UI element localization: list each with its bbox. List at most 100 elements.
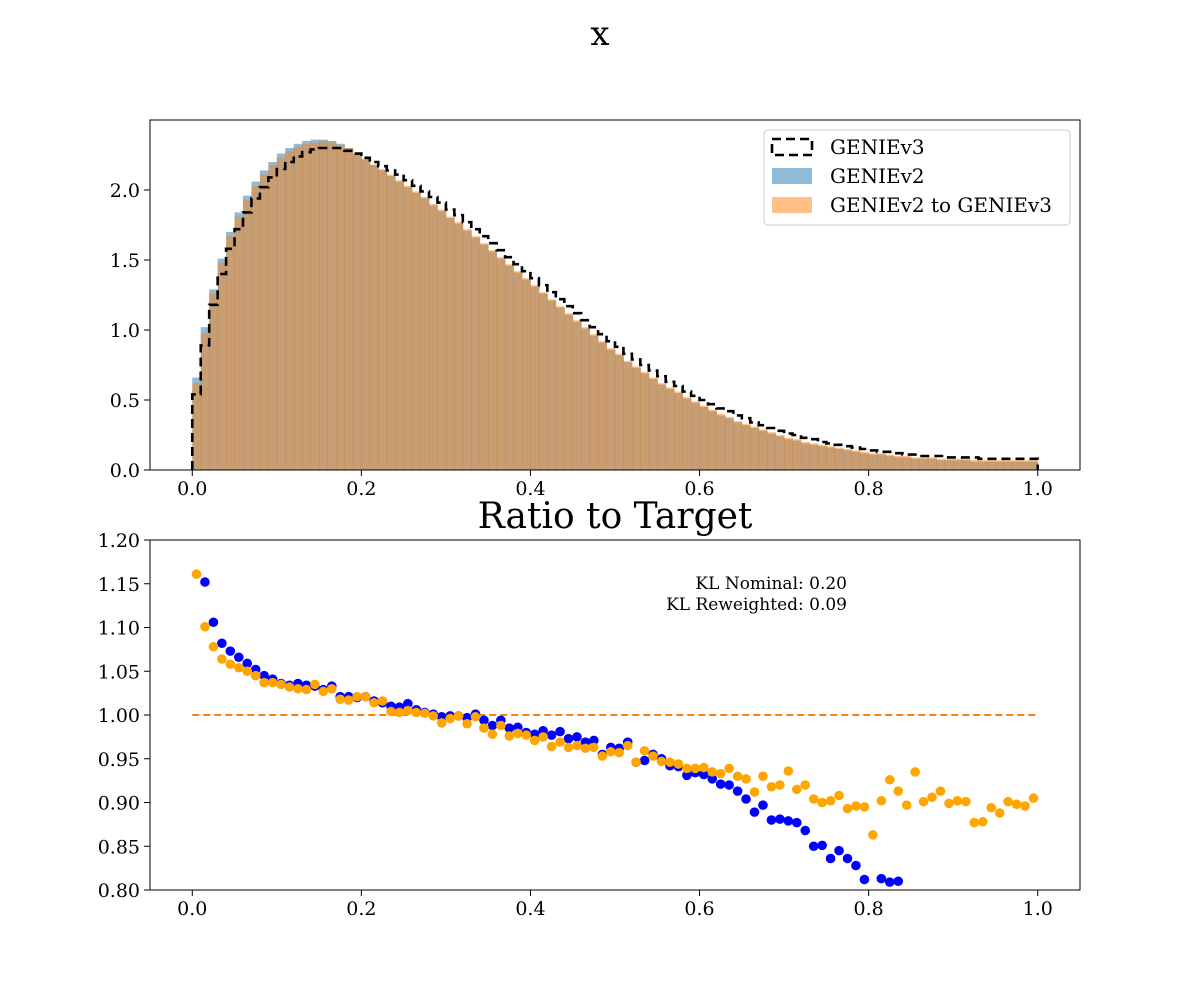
hist-bar: [319, 141, 328, 470]
legend-key-genie-v3: [770, 137, 814, 157]
nominal-ratio-point: [783, 816, 794, 826]
hist-bar: [412, 191, 421, 470]
hist-bar: [462, 229, 472, 470]
nominal-ratio-point: [259, 670, 269, 681]
hist-bar: [987, 460, 996, 470]
nominal-ratio-point: [775, 814, 785, 824]
hist-bar: [910, 457, 920, 470]
nominal-ratio-point: [825, 853, 836, 864]
reweighted-ratio-point: [453, 711, 464, 721]
nominal-ratio-point: [842, 853, 853, 864]
hist-bar: [234, 216, 244, 470]
hist-bar: [268, 164, 278, 471]
hist-bar: [488, 250, 498, 470]
ratio-series-1: [191, 569, 1039, 840]
nominal-ratio-point: [487, 720, 498, 731]
hist-bar: [572, 320, 582, 470]
reweighted-ratio-point: [715, 768, 726, 779]
reweighted-ratio-point: [724, 763, 734, 774]
hist-bar: [276, 157, 286, 471]
reweighted-ratio-point: [259, 677, 269, 688]
nominal-ratio-point: [876, 873, 887, 884]
y-tick-label: 0.80: [98, 880, 140, 902]
ratio-series-0: [200, 577, 904, 887]
reweighted-ratio-point: [191, 569, 202, 579]
reweighted-ratio-point: [555, 737, 565, 747]
hist-bar: [674, 391, 684, 470]
hist-bar: [420, 197, 430, 470]
hist-bar: [826, 446, 836, 470]
hist-bar: [894, 456, 903, 470]
y-tick-label: 1.10: [98, 618, 140, 640]
reweighted-ratio-point: [639, 746, 650, 756]
reweighted-ratio-point: [825, 795, 836, 806]
reweighted-ratio-point: [682, 763, 692, 774]
y-tick-label: 2.0: [110, 180, 140, 202]
nominal-ratio-point: [555, 726, 565, 737]
y-tick-label: 1.0: [110, 320, 140, 342]
reweighted-ratio-point: [208, 641, 219, 652]
x-tick-label: 0.0: [177, 898, 207, 920]
reweighted-ratio-point: [1028, 793, 1039, 803]
y-tick-label: 0.85: [98, 836, 140, 858]
reweighted-ratio-point: [436, 718, 447, 728]
reweighted-ratio-point: [267, 677, 278, 688]
hist-bar: [868, 453, 878, 470]
hist-bar: [682, 397, 692, 470]
hist-series-2: [192, 141, 1039, 471]
reweighted-ratio-point: [386, 706, 396, 717]
hist-bar: [784, 437, 793, 470]
reweighted-ratio-point: [293, 683, 303, 694]
reweighted-ratio-point: [851, 801, 861, 811]
hist-bar: [843, 449, 853, 470]
reweighted-ratio-point: [808, 794, 819, 804]
y-tick-label: 1.5: [110, 250, 140, 272]
nominal-ratio-point: [749, 807, 760, 817]
reweighted-ratio-point: [546, 741, 557, 752]
nominal-ratio-point: [741, 794, 751, 804]
reweighted-ratio-point: [1003, 796, 1013, 807]
hist-bar: [209, 293, 219, 470]
reweighted-ratio-point: [496, 720, 506, 731]
reweighted-ratio-point: [369, 697, 379, 708]
nominal-ratio-point: [893, 876, 904, 887]
hist-bar: [902, 456, 912, 470]
legend: GENIEv3 GENIEv2 GENIEv2 to GENIEv3: [763, 129, 1071, 226]
hist-bar: [741, 423, 751, 470]
x-tick-label: 1.0: [1023, 478, 1053, 500]
reweighted-ratio-point: [698, 762, 709, 773]
reweighted-ratio-point: [707, 767, 718, 777]
reweighted-ratio-point: [512, 728, 523, 739]
hist-bar: [395, 180, 405, 470]
hist-bar: [648, 377, 658, 470]
reweighted-ratio-point: [622, 740, 633, 751]
hist-bar: [555, 306, 565, 470]
reweighted-ratio-point: [572, 740, 582, 751]
reweighted-ratio-point: [648, 751, 658, 761]
reweighted-ratio-point: [614, 747, 625, 758]
y-tick-label: 1.05: [98, 661, 140, 683]
nominal-ratio-point: [589, 735, 599, 746]
hist-bar: [352, 153, 362, 470]
reweighted-ratio-point: [656, 756, 667, 767]
reweighted-ratio-point: [673, 759, 684, 769]
reweighted-ratio-point: [487, 729, 498, 740]
reweighted-ratio-point: [868, 830, 878, 840]
x-tick-label: 0.8: [854, 898, 884, 920]
nominal-ratio-point: [851, 860, 861, 871]
y-tick-label: 0.95: [98, 749, 140, 771]
hist-bar: [631, 366, 641, 470]
reweighted-ratio-point: [360, 691, 371, 702]
reweighted-ratio-point: [479, 723, 489, 733]
nominal-ratio-point: [225, 646, 236, 656]
reweighted-ratio-point: [217, 654, 227, 664]
reweighted-ratio-point: [935, 786, 946, 796]
hist-bar: [691, 401, 700, 470]
nominal-ratio-point: [724, 780, 734, 790]
hist-bar: [944, 458, 954, 470]
nominal-ratio-point: [732, 786, 743, 796]
reweighted-ratio-point: [944, 798, 954, 809]
hist-bar: [640, 372, 650, 470]
hist-bar: [522, 278, 531, 470]
hist-bar: [243, 199, 252, 471]
